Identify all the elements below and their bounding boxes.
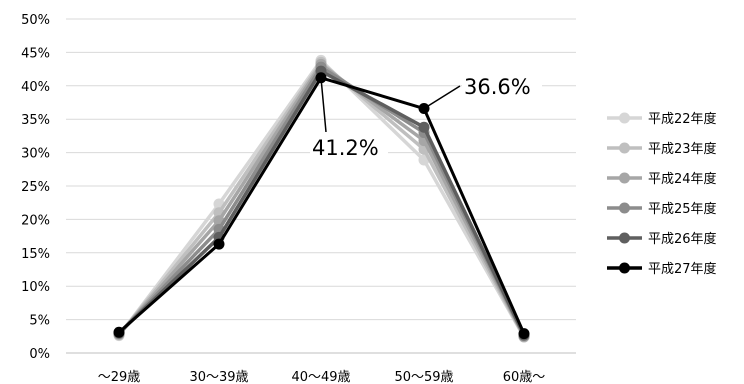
callouts: 41.2% 36.6% [310, 71, 542, 162]
legend-swatch-marker [619, 172, 630, 184]
series-6 [113, 72, 530, 340]
x-tick-label: ～29歳 [98, 370, 141, 384]
series-line [117, 65, 526, 337]
series-3 [113, 58, 530, 342]
series-4 [113, 61, 530, 342]
legend-item: 平成22年度 [607, 111, 717, 127]
legend-label: 平成23年度 [648, 141, 717, 157]
y-tick-label: 20% [21, 213, 50, 228]
callout-box [462, 71, 542, 101]
y-tick-label: 15% [21, 247, 50, 262]
legend-swatch-marker [619, 232, 630, 244]
y-tick-label: 45% [21, 46, 50, 61]
x-tick-label: 50～59歳 [394, 370, 453, 384]
callout-label: 41.2% [312, 136, 379, 160]
callout-leader [320, 77, 327, 133]
data-point [518, 328, 530, 340]
x-axis-ticks: ～29歳 30～39歳 40～49歳 50～59歳 60歳～ [98, 370, 546, 384]
y-tick-label: 5% [29, 314, 50, 329]
data-point [418, 121, 430, 133]
legend-label: 平成26年度 [648, 231, 717, 247]
x-tick-label: 40～49歳 [291, 370, 350, 384]
legend-item: 平成27年度 [607, 261, 717, 277]
series-line [117, 69, 526, 336]
callout-leader [423, 85, 461, 110]
callout-box [310, 132, 388, 162]
y-tick-label: 40% [21, 80, 50, 95]
legend-label: 平成24年度 [648, 171, 717, 187]
x-tick-label: 30～39歳 [189, 370, 248, 384]
legend-label: 平成22年度 [648, 111, 717, 127]
legend-swatch-marker [619, 202, 630, 214]
y-axis-ticks: 0% 5% 10% 15% 20% 25% 30% 35% 40% 45% 50% [21, 13, 50, 362]
y-tick-label: 50% [21, 13, 50, 28]
y-tick-label: 25% [21, 180, 50, 195]
legend-label: 平成27年度 [648, 261, 717, 277]
data-point [113, 326, 125, 338]
legend-swatch-marker [619, 142, 630, 154]
y-tick-label: 30% [21, 147, 50, 162]
legend-item: 平成24年度 [607, 171, 717, 187]
legend-label: 平成25年度 [648, 201, 717, 217]
x-tick-label: 60歳～ [503, 370, 546, 384]
legend-item: 平成26年度 [607, 231, 717, 247]
legend-item: 平成25年度 [607, 201, 717, 217]
y-tick-label: 35% [21, 113, 50, 128]
y-tick-label: 10% [21, 280, 50, 295]
legend-swatch-marker [619, 112, 630, 124]
legend-swatch-marker [619, 262, 630, 274]
data-point [213, 238, 225, 250]
y-tick-label: 0% [29, 347, 50, 362]
callout-label: 36.6% [464, 75, 531, 99]
legend-item: 平成23年度 [607, 141, 717, 157]
